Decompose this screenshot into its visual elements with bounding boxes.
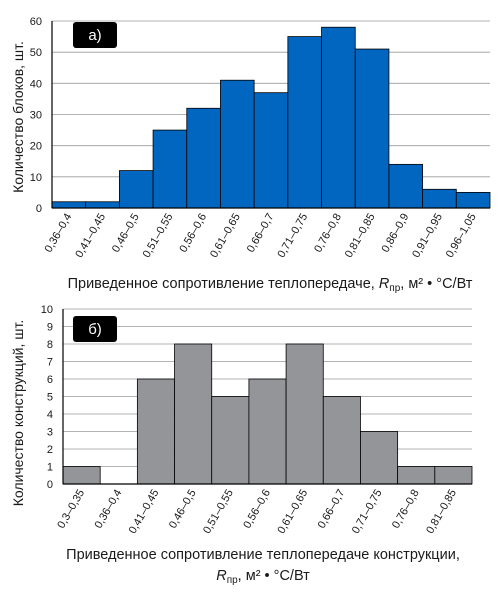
chart-b-y-ticks: 0 1 2 3 4 5 6 7 8 9 10 <box>41 304 53 491</box>
chart-b-bar <box>434 466 473 485</box>
chart-a-x-tick-label: 0,81–0,85 <box>343 212 378 260</box>
chart-a-y-tick-label: 60 <box>30 16 42 28</box>
chart-a-badge-bg <box>73 22 117 48</box>
chart-b-y-tick-label: 9 <box>47 322 53 334</box>
chart-b-bar <box>174 343 213 485</box>
chart-b-y-tick-label: 1 <box>47 462 53 474</box>
chart-a-bar <box>85 201 120 209</box>
chart-a-x-tick-label: 0,36–0,4 <box>43 212 75 255</box>
chart-b-x-tick-label: 0,81–0,85 <box>424 488 459 536</box>
chart-b-y-tick-label: 0 <box>47 479 53 491</box>
chart-b-bar <box>211 396 250 485</box>
chart-a-x-tick-label: 0,41–0,45 <box>73 212 108 260</box>
chart-a-y-tick-label: 30 <box>30 110 42 122</box>
chart-a-x-tick-label: 0,96–1,05 <box>444 211 479 259</box>
chart-b-xlabel-unit: , м² • °С/Вт <box>238 568 310 584</box>
chart-b-x-ticks: 0,3–0,35 0,36–0,4 0,41–0,45 0,46–0,5 0,51–0,… <box>55 488 459 536</box>
chart-a-y-tick-label: 40 <box>30 78 42 90</box>
chart-b-bar <box>248 378 287 485</box>
chart-b-y-tick-label: 5 <box>47 392 53 404</box>
chart-b-x-tick-label: 0,3–0,35 <box>55 488 87 531</box>
chart-b-y-tick-label: 10 <box>41 304 53 316</box>
chart-a-bar <box>422 188 457 209</box>
chart-b-x-tick-label: 0,36–0,4 <box>93 488 125 531</box>
chart-a-x-tick-label: 0,76–0,8 <box>312 212 344 255</box>
chart-a-bar <box>455 192 491 209</box>
chart-b-x-tick-label: 0,56–0,6 <box>241 488 273 531</box>
chart-b-bar <box>322 396 361 485</box>
chart-a-x-ticks: 0,36–0,40,41–0,45 0,46–0,50,51–0,55 0,56–0… <box>43 211 479 259</box>
chart-b-y-tick-label: 6 <box>47 374 53 386</box>
chart-a-bar <box>253 92 289 209</box>
chart-a-ylabel: Количество блоков, шт. <box>10 41 26 193</box>
chart-b-badge-bg <box>73 316 117 342</box>
chart-a-bar <box>321 26 356 209</box>
chart-b-y-tick-label: 2 <box>47 444 53 456</box>
chart-b-bar <box>397 466 436 485</box>
chart-a-xlabel-symbol: R <box>379 276 390 292</box>
chart-a-bar <box>287 36 322 209</box>
chart-b-x-tick-label: 0,51–0,55 <box>201 488 236 536</box>
chart-a-y-tick-label: 20 <box>30 141 42 153</box>
chart-b-panel-label: б) <box>88 321 102 338</box>
chart-a-x-tick-label: 0,46–0,5 <box>110 212 142 255</box>
chart-a-bar <box>186 107 221 209</box>
chart-b-x-tick-label: 0,41–0,45 <box>127 488 162 536</box>
chart-a-axes <box>51 21 490 209</box>
chart-a-panel-label: а) <box>88 27 101 44</box>
chart-a-y-ticks: 0 10 20 30 40 50 60 <box>30 16 42 215</box>
chart-b-bars <box>62 343 473 485</box>
chart-a-bar <box>388 163 424 209</box>
chart-a-bars <box>51 26 491 209</box>
chart-a-y-tick-label: 50 <box>30 47 42 59</box>
chart-a-y-tick-label: 0 <box>36 203 42 215</box>
chart-b-x-tick-label: 0,76–0,8 <box>390 488 422 531</box>
chart-b-x-tick-label: 0,61–0,65 <box>275 488 310 536</box>
chart-a-xlabel: Приведенное сопротивление теплопередаче,… <box>68 276 473 294</box>
chart-a-x-tick-label: 0,56–0,6 <box>177 212 209 255</box>
chart-b-x-tick-label: 0,66–0,7 <box>316 488 348 531</box>
chart-b-x-tick-label: 0,71–0,75 <box>350 488 385 536</box>
chart-a-bar <box>118 170 154 209</box>
chart-a-x-tick-label: 0,61–0,65 <box>208 211 243 259</box>
chart-a-bar <box>152 129 188 209</box>
chart-b-y-tick-label: 3 <box>47 427 53 439</box>
chart-b-bar <box>360 431 399 485</box>
chart-b-x-tick-label: 0,46–0,5 <box>167 488 199 531</box>
chart-b-badge: б) <box>73 316 117 342</box>
chart-a-x-tick-label: 0,66–0,7 <box>245 212 277 255</box>
chart-a-bar <box>354 48 390 209</box>
chart-b-bar <box>136 378 175 485</box>
chart-b-y-tick-label: 4 <box>47 409 53 421</box>
chart-b-y-tick-label: 7 <box>47 357 53 369</box>
chart-b-xlabel-line2: Rпр, м² • °С/Вт <box>216 568 310 586</box>
chart-a-y-tick-label: 10 <box>30 172 42 184</box>
chart-a-badge: а) <box>73 22 117 48</box>
chart-a-xlabel-unit: , м² • °С/Вт <box>400 276 472 292</box>
chart-b-bar <box>285 343 324 485</box>
chart-b-xlabel-line1: Приведенное сопротивление теплопередаче … <box>66 547 460 563</box>
chart-b-axes <box>62 309 472 485</box>
chart-a-x-tick-label: 0,91–0,95 <box>410 212 445 260</box>
chart-a-x-tick-label: 0,71–0,75 <box>275 212 310 260</box>
chart-a-bar <box>51 201 87 209</box>
chart-a-xlabel-sub: пр <box>389 283 400 294</box>
chart-a-xlabel-prefix: Приведенное сопротивление теплопередаче, <box>68 276 379 292</box>
chart-a-x-tick-label: 0,51–0,55 <box>141 212 176 260</box>
chart-a-bar <box>220 79 255 209</box>
chart-b-xlabel-sub: пр <box>227 575 238 586</box>
chart-b-ylabel: Количество конструкций, шт. <box>10 320 26 506</box>
chart-b-bar <box>62 466 101 485</box>
chart-b-y-tick-label: 8 <box>47 339 53 351</box>
chart-a-x-tick-label: 0,86–0,9 <box>380 212 412 255</box>
chart-b-xlabel-symbol: R <box>216 568 227 584</box>
